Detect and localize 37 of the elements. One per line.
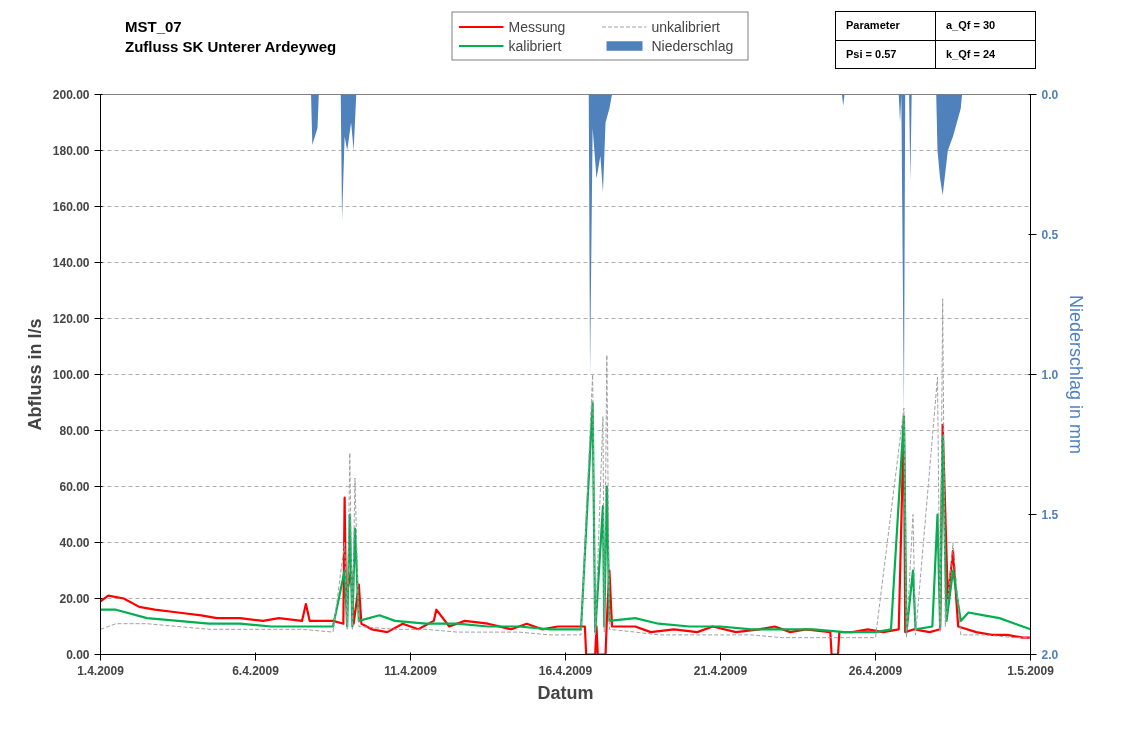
x-axis-title: Datum bbox=[537, 682, 594, 703]
y2-tick-label: 2.0 bbox=[1041, 648, 1059, 662]
y2-tick-label: 0.0 bbox=[1041, 88, 1059, 102]
y-tick-label: 160.00 bbox=[52, 200, 90, 214]
y-tick-label: 40.00 bbox=[59, 536, 90, 550]
legend-label: kalibriert bbox=[508, 37, 563, 54]
x-tick-label: 16.4.2009 bbox=[538, 663, 593, 678]
text: a_Qf = 30 bbox=[935, 11, 1036, 41]
y-tick-label: 120.00 bbox=[52, 312, 90, 326]
x-tick-label: 1.4.2009 bbox=[77, 663, 125, 678]
x-tick-label: 21.4.2009 bbox=[693, 663, 748, 678]
chart-subtitle: Zufluss SK Unterer Ardeyweg bbox=[125, 37, 337, 55]
y-tick-label: 0.00 bbox=[66, 648, 90, 662]
line-series bbox=[100, 298, 1031, 639]
x-tick-label: 26.4.2009 bbox=[848, 663, 903, 678]
x-tick-label: 6.4.2009 bbox=[232, 663, 280, 678]
y2-tick-label: 0.5 bbox=[1041, 228, 1059, 242]
y2-tick-label: 1.5 bbox=[1041, 508, 1059, 522]
y-axis-title: Abfluss in l/s bbox=[24, 318, 45, 431]
y-tick-label: 60.00 bbox=[59, 480, 90, 494]
y-tick-label: 80.00 bbox=[59, 424, 90, 438]
y-tick-label: 200.00 bbox=[52, 88, 90, 102]
y-tick-label: 20.00 bbox=[59, 592, 90, 606]
y2-tick-label: 1.0 bbox=[1041, 368, 1059, 382]
x-tick-label: 1.5.2009 bbox=[1007, 663, 1055, 678]
legend-label: Niederschlag bbox=[651, 37, 735, 54]
text: Parameter bbox=[835, 11, 936, 41]
y-tick-label: 180.00 bbox=[52, 144, 90, 158]
legend-label: unkalibriert bbox=[651, 18, 721, 35]
legend-label: Messung bbox=[508, 18, 567, 35]
x-tick-label: 11.4.2009 bbox=[384, 663, 438, 678]
y-tick-label: 100.00 bbox=[52, 368, 90, 382]
text: k_Qf = 24 bbox=[935, 40, 1036, 69]
y2-axis-title: Niederschlag in mm bbox=[1066, 294, 1087, 455]
chart-title: MST_07 bbox=[125, 18, 182, 35]
text: Psi = 0.57 bbox=[835, 40, 936, 69]
y-tick-label: 140.00 bbox=[52, 256, 90, 270]
